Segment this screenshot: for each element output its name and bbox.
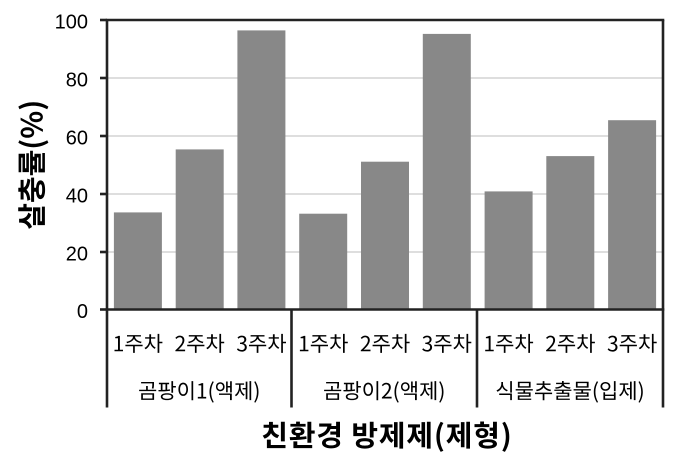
svg-text:60: 60 (66, 127, 88, 149)
svg-text:100: 100 (55, 11, 88, 33)
svg-text:40: 40 (66, 185, 88, 207)
svg-text:0: 0 (77, 301, 88, 323)
svg-text:80: 80 (66, 69, 88, 91)
svg-text:20: 20 (66, 243, 88, 265)
